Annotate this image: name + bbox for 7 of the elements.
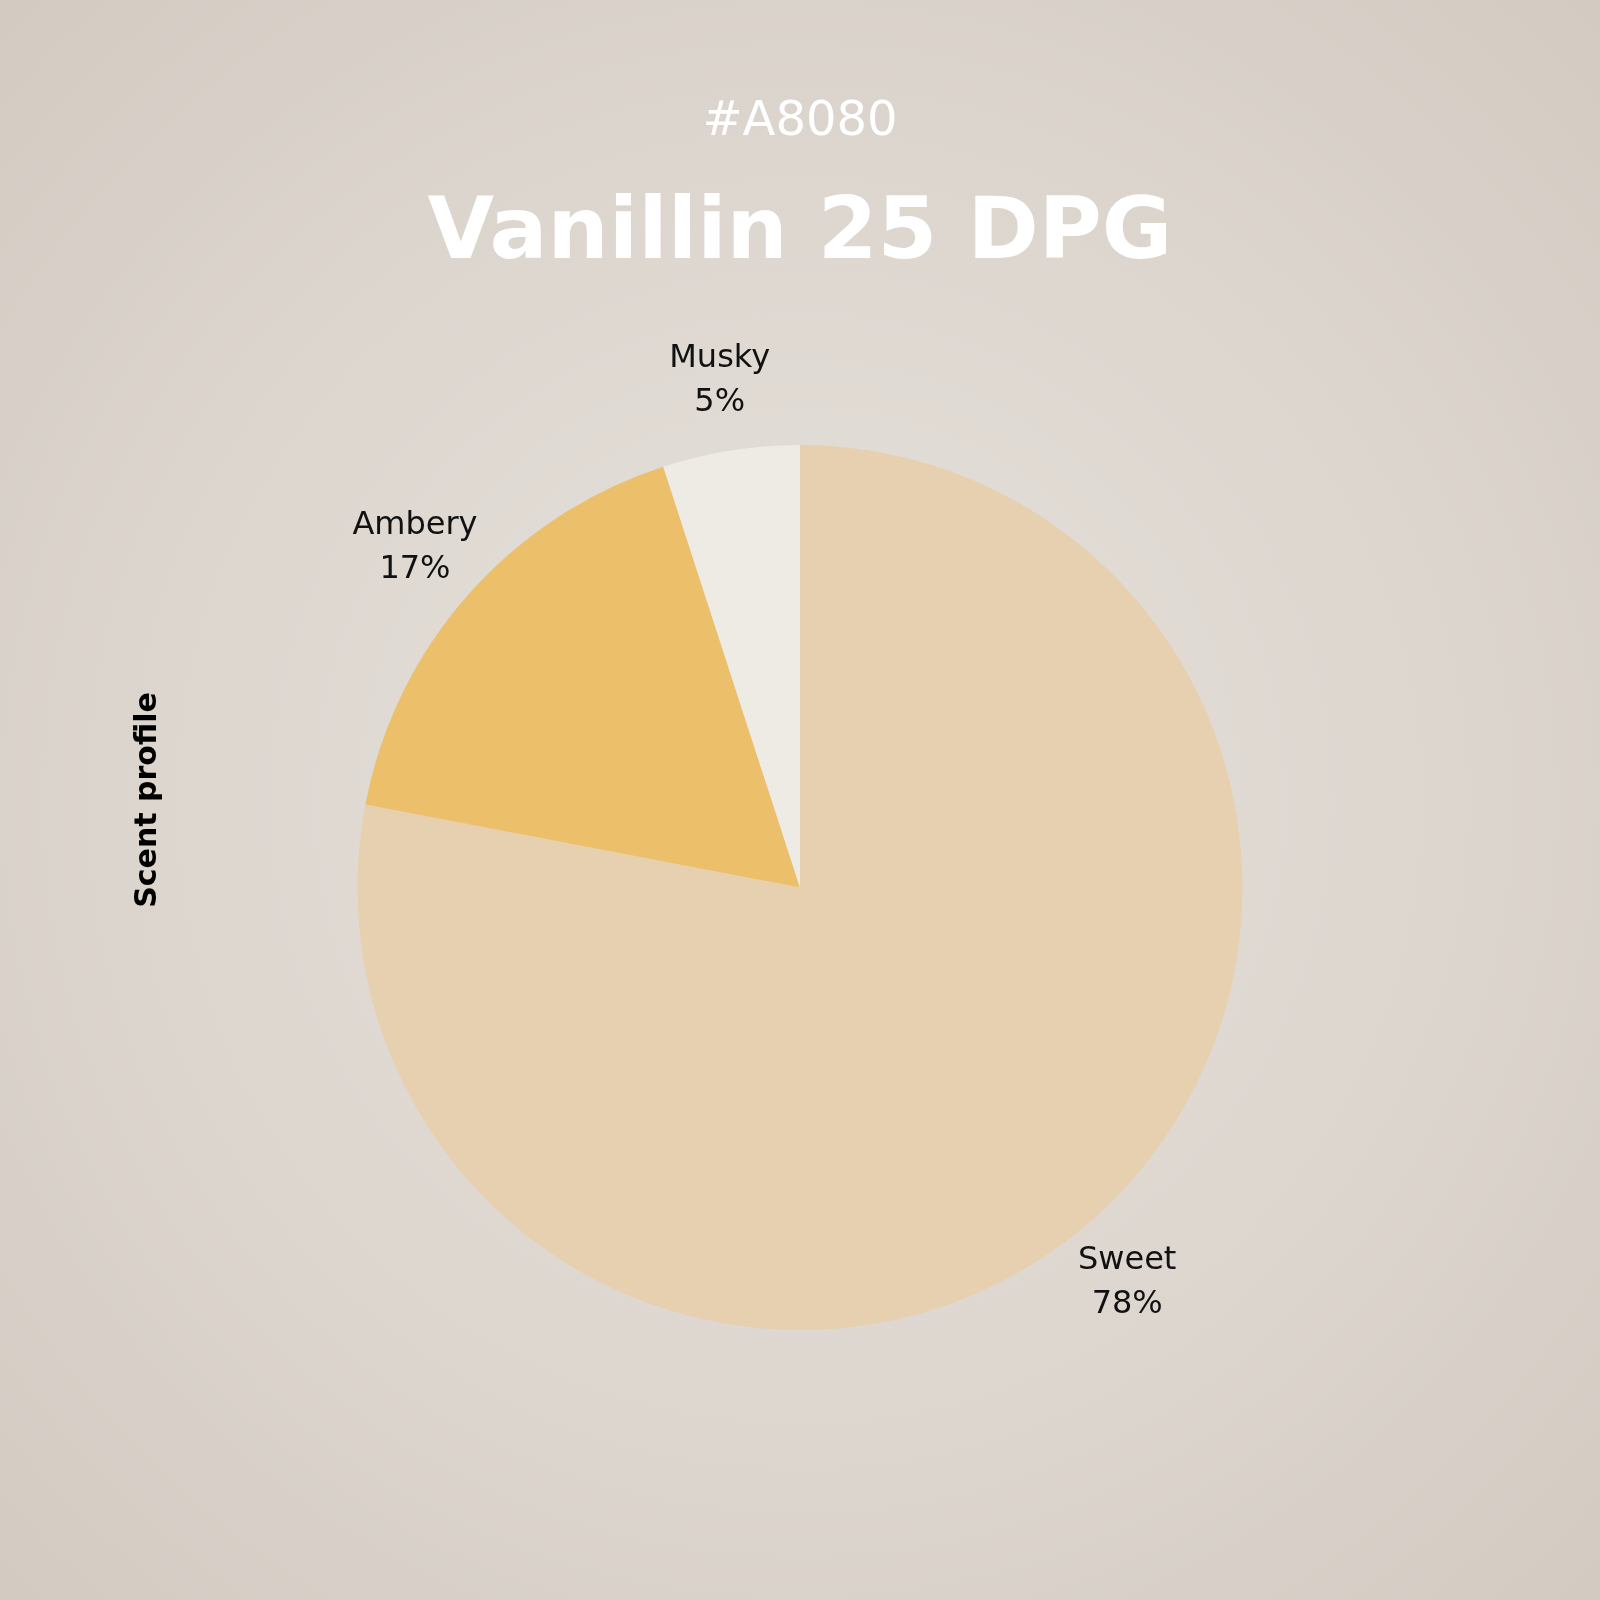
data-label: 17% (379, 548, 451, 587)
slice-label: Musky (669, 336, 771, 375)
data-label: 78% (1091, 1283, 1163, 1322)
slice-label: Ambery (352, 504, 478, 543)
text: Scent profile (127, 692, 163, 908)
data-label: 5% (694, 380, 746, 419)
slice-label: Sweet (1077, 1239, 1177, 1278)
